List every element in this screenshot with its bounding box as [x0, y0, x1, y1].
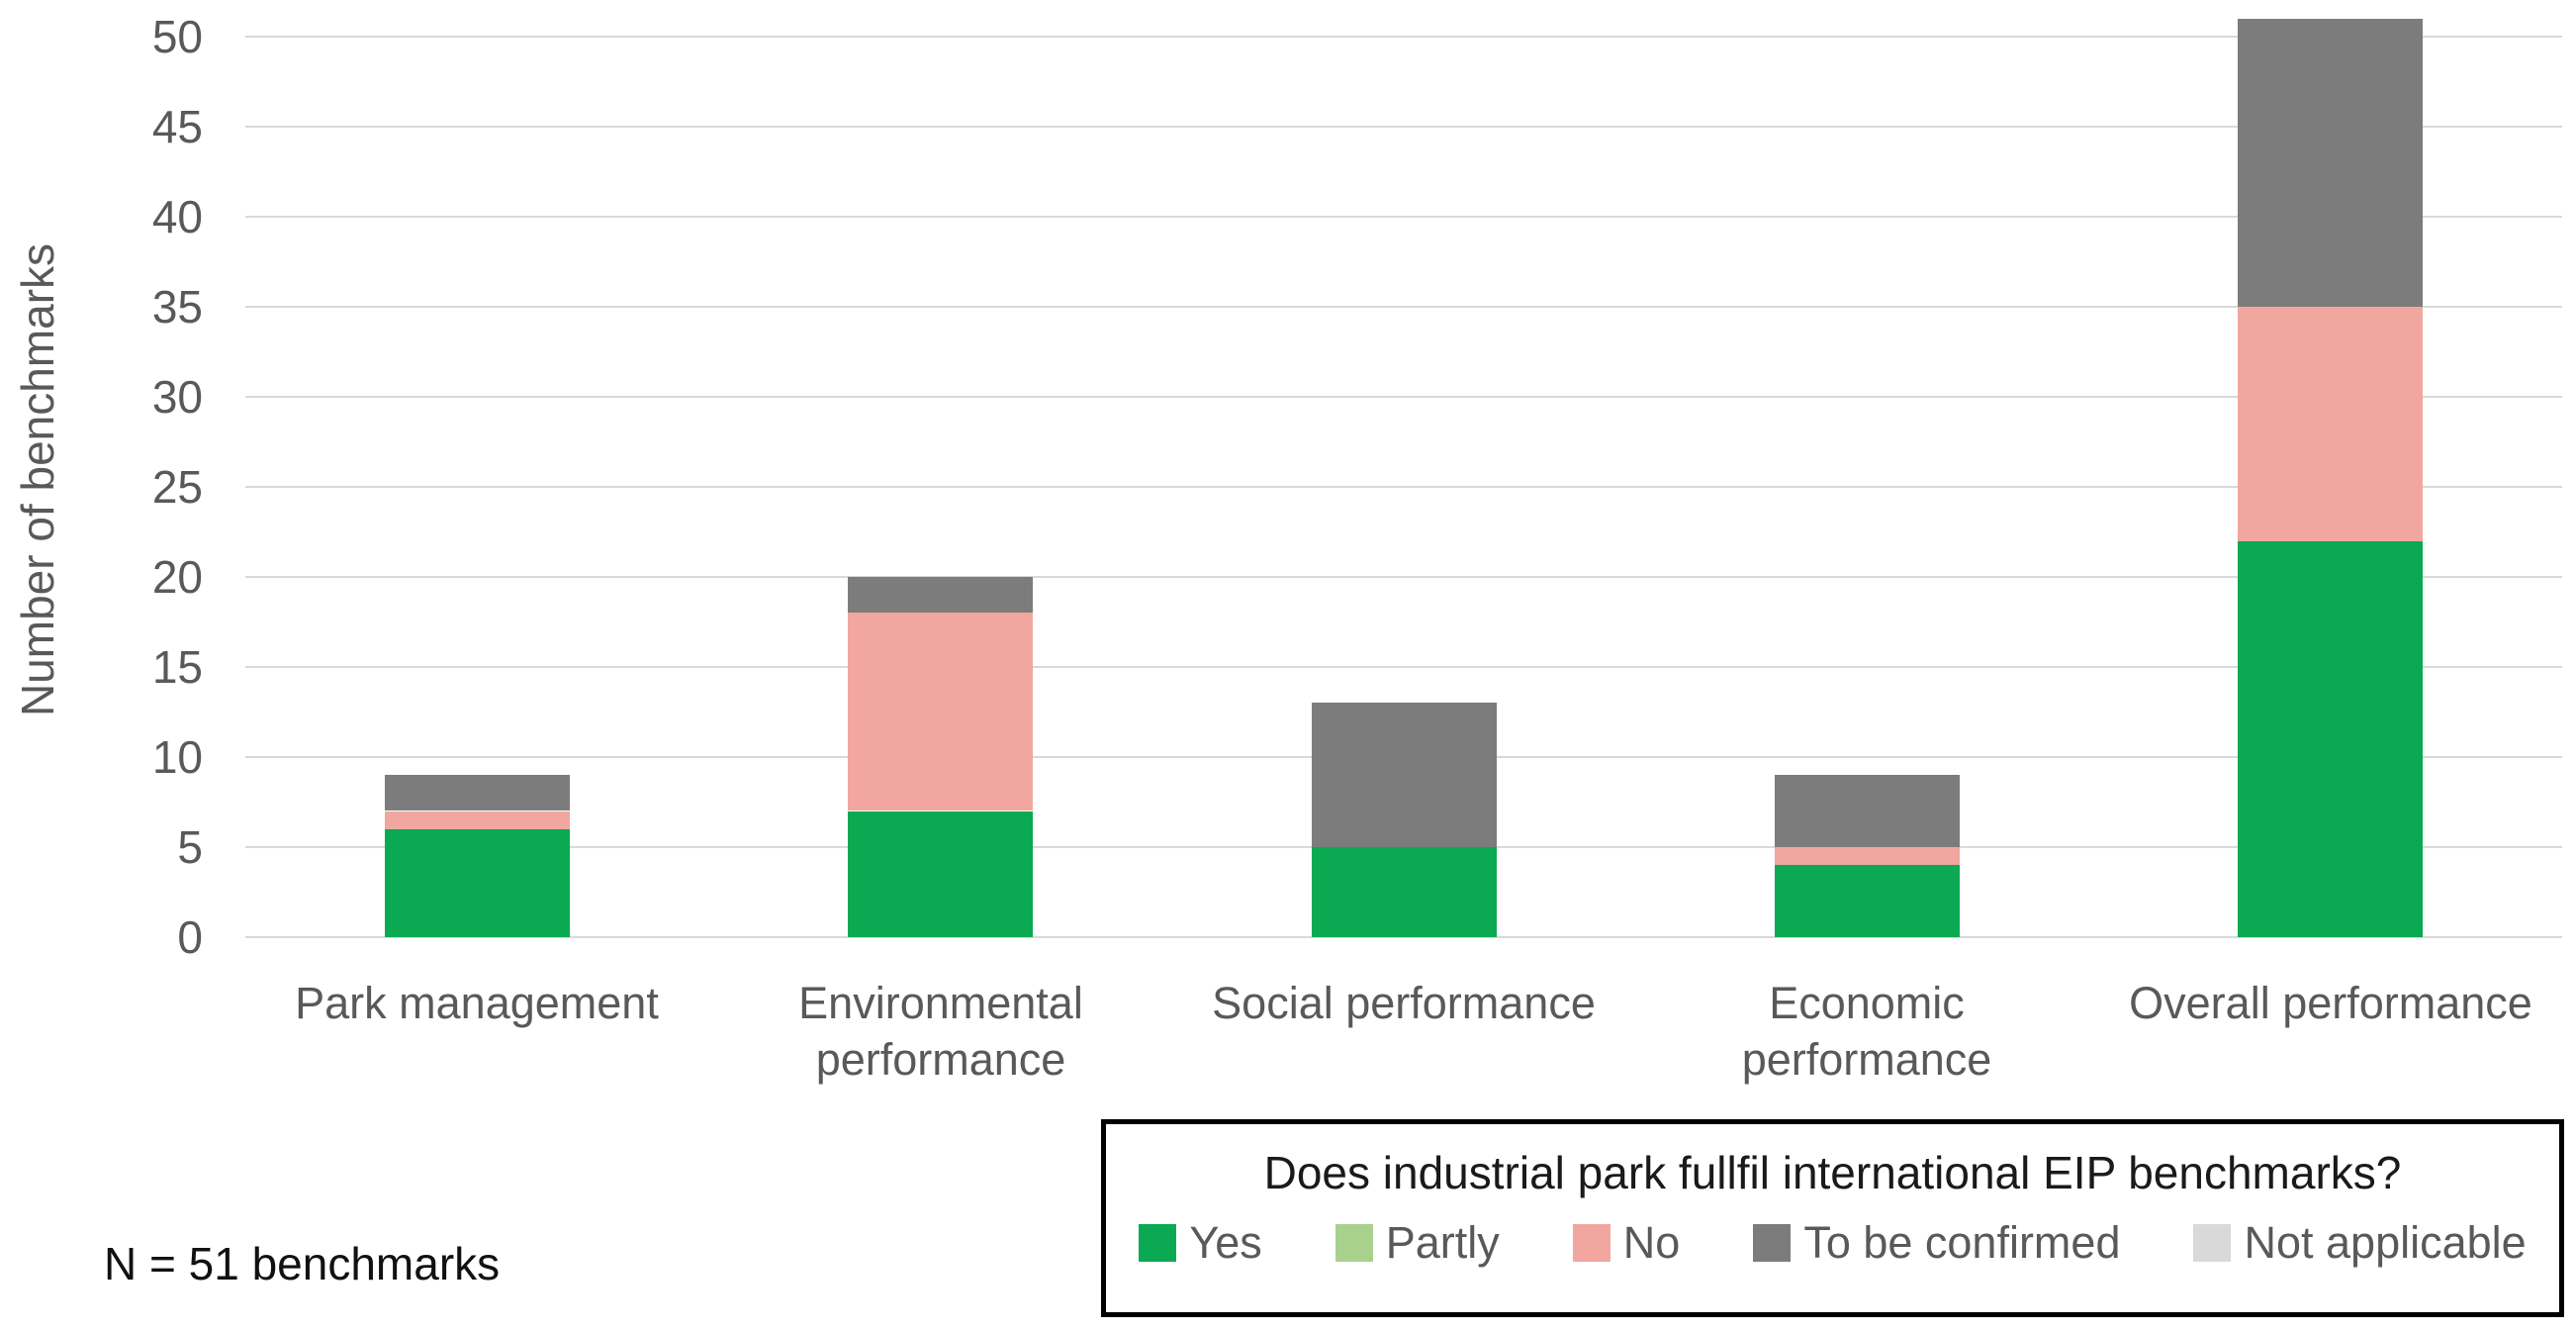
gridline-15	[245, 666, 2562, 668]
gridline-20	[245, 576, 2562, 578]
x-axis-label-environmental-performance: Environmental performance	[798, 978, 1083, 1085]
bar-segment-to-be-confirmed-environmental-performance	[848, 577, 1033, 613]
legend-swatch-partly	[1334, 1224, 1373, 1262]
bar-segment-no-park-management	[385, 811, 570, 829]
gridline-0	[245, 936, 2562, 938]
bar-segment-to-be-confirmed-park-management	[385, 775, 570, 810]
gridline-45	[245, 126, 2562, 128]
y-tick-label-20: 20	[151, 551, 203, 603]
legend-swatch-not-applicable	[2193, 1224, 2232, 1262]
bar-segment-yes-park-management	[385, 829, 570, 937]
y-tick-label-40: 40	[151, 191, 203, 242]
legend-item-no: No	[1572, 1217, 1681, 1269]
y-tick-label-15: 15	[151, 641, 203, 693]
x-axis-label-social-performance: Social performance	[1212, 978, 1596, 1028]
gridline-35	[245, 306, 2562, 308]
sample-size-note: N = 51 benchmarks	[104, 1238, 501, 1289]
bar-segment-yes-environmental-performance	[848, 811, 1033, 937]
y-tick-label-25: 25	[151, 461, 203, 513]
y-tick-label-0: 0	[177, 911, 203, 963]
y-tick-label-35: 35	[151, 281, 203, 333]
legend-title: Does industrial park fullfil internation…	[1263, 1147, 2402, 1198]
legend-label-to-be-confirmed: To be confirmed	[1803, 1217, 2121, 1268]
legend-item-yes: Yes	[1139, 1217, 1262, 1269]
bar-segment-to-be-confirmed-economic-performance	[1775, 775, 1960, 847]
legend-items: Yes Partly No To be confirmed Not applicable	[1139, 1217, 2527, 1269]
gridline-50	[245, 36, 2562, 38]
gridline-40	[245, 216, 2562, 218]
legend-label-not-applicable: Not applicable	[2244, 1217, 2527, 1268]
bar-segment-no-environmental-performance	[848, 613, 1033, 810]
bar-segment-no-economic-performance	[1775, 847, 1960, 865]
legend-swatch-to-be-confirmed	[1753, 1224, 1792, 1262]
y-tick-label-5: 5	[177, 821, 203, 873]
y-tick-label-10: 10	[151, 731, 203, 783]
y-tick-label-45: 45	[151, 101, 203, 152]
legend-item-to-be-confirmed: To be confirmed	[1753, 1217, 2120, 1269]
bar-segment-yes-overall-performance	[2238, 541, 2423, 937]
x-axis-label-economic-performance: Economic performance	[1741, 978, 1992, 1085]
legend-label-no: No	[1622, 1217, 1681, 1268]
bar-segment-to-be-confirmed-social-performance	[1312, 703, 1497, 847]
bar-segment-yes-social-performance	[1312, 847, 1497, 937]
gridline-25	[245, 486, 2562, 488]
legend-item-partly: Partly	[1334, 1217, 1500, 1269]
bar-segment-yes-economic-performance	[1775, 865, 1960, 937]
legend-swatch-yes	[1139, 1224, 1177, 1262]
legend-label-partly: Partly	[1385, 1217, 1500, 1268]
legend-box: Does industrial park fullfil internation…	[1101, 1119, 2564, 1317]
y-tick-label-50: 50	[151, 11, 203, 62]
legend-item-not-applicable: Not applicable	[2193, 1217, 2527, 1269]
x-axis-label-park-management: Park management	[295, 978, 659, 1028]
bar-segment-no-overall-performance	[2238, 307, 2423, 541]
y-tick-label-30: 30	[151, 371, 203, 423]
legend-swatch-no	[1572, 1224, 1610, 1262]
legend-label-yes: Yes	[1189, 1217, 1262, 1268]
x-axis-label-overall-performance: Overall performance	[2129, 978, 2532, 1028]
gridline-30	[245, 396, 2562, 398]
bar-segment-to-be-confirmed-overall-performance	[2238, 19, 2423, 307]
